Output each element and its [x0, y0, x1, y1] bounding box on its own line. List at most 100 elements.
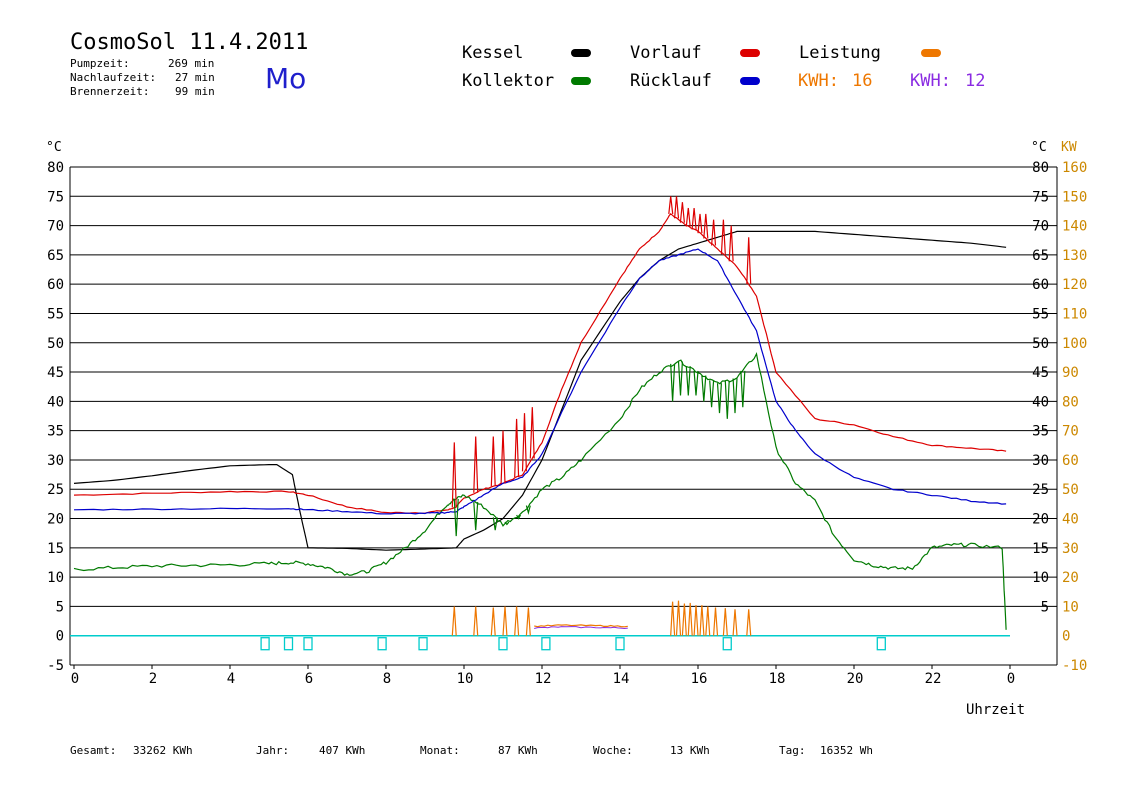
y-tick-label-right-celsius: 75	[1032, 189, 1049, 205]
spike-vorlauf	[500, 430, 506, 484]
y-tick-label-right-kw: 0	[1062, 629, 1070, 645]
pump-marker	[303, 637, 313, 651]
x-tick-label: 22	[925, 671, 942, 687]
y-tick-label-right-kw: 110	[1062, 306, 1087, 322]
pump-marker	[615, 637, 625, 651]
brennerzeit-value: 99 min	[175, 85, 215, 98]
spike-leistung	[451, 606, 457, 636]
spike-kollektor	[525, 505, 531, 515]
series-line-kessel	[73, 230, 1007, 551]
spike-vorlauf	[746, 237, 752, 285]
spike-leistung	[705, 606, 711, 636]
y-tick-label-right-celsius: 15	[1032, 541, 1049, 557]
x-tick-label: 20	[847, 671, 864, 687]
spike-leistung	[746, 609, 752, 636]
y-tick-label-right-kw: 150	[1062, 189, 1087, 205]
y-tick-label-right-kw: 90	[1062, 365, 1079, 381]
pumpzeit-value: 269 min	[168, 57, 215, 70]
y-tick-label-left: 10	[47, 570, 64, 586]
pump-marker	[722, 637, 732, 651]
nachlaufzeit-value: 27 min	[175, 71, 215, 84]
pump-marker	[498, 637, 508, 651]
series-line-leistung	[534, 624, 628, 628]
spike-kollektor	[732, 378, 738, 414]
spike-kollektor	[724, 380, 730, 419]
pumpzeit-label: Pumpzeit:	[70, 57, 130, 70]
x-tick-label: 14	[613, 671, 630, 687]
footer-jahr-value: 407 KWh	[319, 744, 366, 757]
chart-title: CosmoSol 11.4.2011	[70, 30, 309, 55]
x-tick-label: 12	[535, 671, 552, 687]
chart-grid	[70, 166, 1057, 666]
spike-vorlauf	[668, 196, 674, 214]
y-tick-label-right-celsius: 40	[1032, 394, 1049, 410]
y-tick-label-left: 55	[47, 306, 64, 322]
legend-ruecklauf-label: Rücklauf	[630, 71, 712, 91]
spike-leistung	[687, 602, 693, 636]
x-tick-label: 10	[457, 671, 474, 687]
pump-marker	[876, 637, 886, 651]
y-tick-label-right-kw: 120	[1062, 277, 1087, 293]
spike-leistung	[713, 607, 719, 636]
y-tick-label-right-celsius: 35	[1032, 424, 1049, 440]
x-tick-label: 2	[149, 671, 157, 687]
y-tick-label-right-kw: 140	[1062, 219, 1087, 235]
spike-kollektor	[716, 383, 722, 414]
spike-kollektor	[492, 517, 498, 531]
y-tick-label-right-celsius: 10	[1032, 570, 1049, 586]
y-tick-label-left: 60	[47, 277, 64, 293]
y-tick-label-right-kw: 70	[1062, 424, 1079, 440]
pump-marker	[260, 637, 270, 651]
y-tick-label-right-kw: 80	[1062, 394, 1079, 410]
y-tick-label-right-celsius: 20	[1032, 512, 1049, 528]
spike-vorlauf	[697, 213, 703, 234]
legend-kollektor-swatch	[571, 77, 591, 85]
y-tick-label-right-kw: 20	[1062, 570, 1079, 586]
spike-kollektor	[701, 375, 707, 402]
legend-ruecklauf-swatch	[740, 77, 760, 85]
y-tick-label-right-celsius: 60	[1032, 277, 1049, 293]
y-tick-label-left: 40	[47, 394, 64, 410]
y-tick-label-right-kw: 60	[1062, 453, 1079, 469]
spike-vorlauf	[720, 219, 726, 255]
footer-woche-value: 13 KWh	[670, 744, 710, 757]
footer-monat-label: Monat:	[420, 744, 460, 757]
spike-vorlauf	[490, 436, 496, 487]
y-tick-label-right-celsius: 45	[1032, 365, 1049, 381]
x-tick-label: 4	[227, 671, 235, 687]
y-tick-label-left: 15	[47, 541, 64, 557]
spike-vorlauf	[514, 418, 520, 478]
legend-kwh1-value: 16	[852, 71, 873, 91]
footer-tag-value: 16352 Wh	[820, 744, 873, 757]
y-tick-label-left: 20	[47, 512, 64, 528]
spike-vorlauf	[529, 407, 535, 459]
spike-kollektor	[693, 370, 699, 396]
spike-kollektor	[740, 370, 746, 408]
nachlaufzeit-label: Nachlaufzeit:	[70, 71, 157, 84]
y-tick-label-right-kw: 160	[1062, 160, 1087, 176]
spike-leistung	[681, 603, 687, 636]
spike-kollektor	[709, 380, 715, 408]
y-tick-label-right-celsius: 80	[1032, 160, 1049, 176]
legend-kwh2-label: KWH:	[910, 71, 951, 91]
chart-lines	[70, 196, 1010, 637]
spike-kollektor	[516, 514, 522, 520]
x-tick-label: 6	[305, 671, 313, 687]
x-tick-label: 0	[1007, 671, 1015, 687]
x-tick-label: 16	[691, 671, 708, 687]
spike-vorlauf	[473, 436, 479, 493]
y-tick-label-right-kw: 100	[1062, 336, 1087, 352]
legend-kwh1-label: KWH:	[798, 71, 839, 91]
y-tick-label-right-kw: 10	[1062, 599, 1079, 615]
y-tick-label-left: 45	[47, 365, 64, 381]
y-tick-label-right-celsius: 25	[1032, 482, 1049, 498]
spike-vorlauf	[691, 207, 697, 230]
spike-kollektor	[685, 366, 691, 396]
y-axis-label-right-celsius: °C	[1031, 140, 1047, 155]
y-tick-label-left: 80	[47, 160, 64, 176]
y-tick-label-left: 30	[47, 453, 64, 469]
legend-kessel-label: Kessel	[462, 43, 524, 63]
series-line-kollektor	[73, 352, 1007, 630]
spike-leistung	[502, 606, 508, 636]
